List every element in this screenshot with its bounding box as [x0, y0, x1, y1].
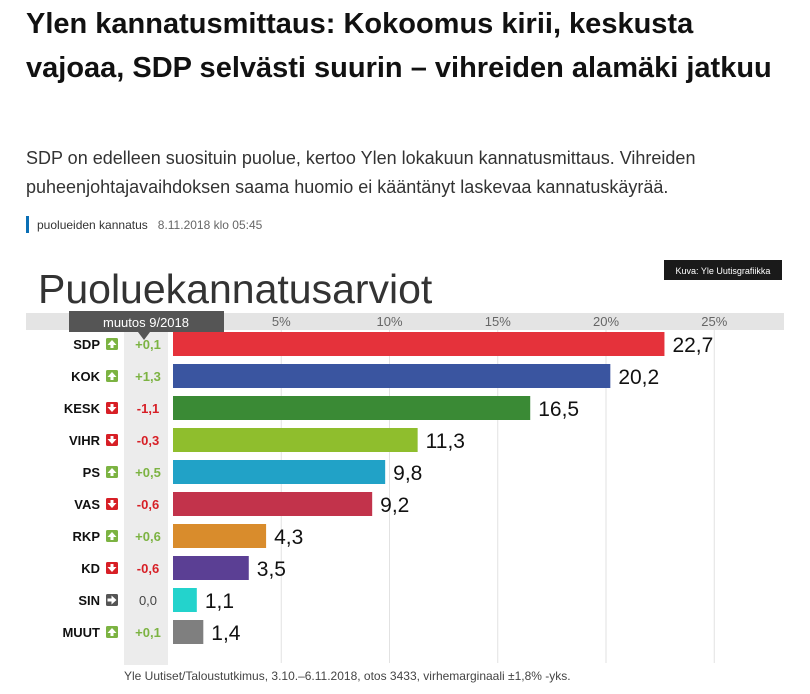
- value-label: 4,3: [274, 526, 303, 549]
- bar-sdp: [173, 332, 665, 356]
- category-label: VIHR: [69, 433, 101, 448]
- category-label: VAS: [74, 497, 100, 512]
- category-label: KD: [81, 561, 100, 576]
- change-arrow-glyph: [107, 468, 117, 476]
- bar-vihr: [173, 428, 418, 452]
- chart-title: Puoluekannatusarviot: [38, 266, 433, 312]
- value-label: 1,4: [211, 622, 241, 645]
- arrow-down-icon: [106, 402, 118, 414]
- change-header-background: [69, 311, 224, 332]
- bar-sin: [173, 588, 197, 612]
- credit-background: [664, 260, 782, 280]
- bar-row-rkp: RKP +0,6 4,3: [73, 524, 303, 549]
- change-value: +0,6: [135, 529, 161, 544]
- change-column-background: [124, 330, 168, 665]
- change-value: +1,3: [135, 369, 161, 384]
- category-label: SIN: [78, 593, 100, 608]
- bar-ps: [173, 460, 386, 484]
- arrow-up-icon: [106, 530, 118, 542]
- category-label: KOK: [71, 369, 101, 384]
- value-label: 3,5: [257, 558, 286, 581]
- x-tick-label-1: 5%: [272, 314, 291, 329]
- value-label: 1,1: [205, 590, 234, 613]
- party-support-chart: Puoluekannatusarviot Kuva: Yle Uutisgraf…: [26, 258, 784, 688]
- bar-row-muut: MUUT +0,1 1,4: [62, 620, 241, 645]
- bar-row-sin: SIN 0,0 1,1: [78, 588, 234, 613]
- x-tick-label-4: 20%: [593, 314, 619, 329]
- change-value: +0,1: [135, 337, 161, 352]
- bar-row-kd: KD -0,6 3,5: [81, 556, 286, 581]
- tag-marker: [26, 216, 29, 233]
- value-label: 20,2: [618, 366, 659, 389]
- image-credit: Kuva: Yle Uutisgrafiikka: [664, 260, 782, 280]
- bar-row-vas: VAS -0,6 9,2: [74, 492, 409, 517]
- change-value: -0,6: [137, 497, 159, 512]
- category-label: SDP: [73, 337, 100, 352]
- bar-muut: [173, 620, 204, 644]
- change-value: -0,6: [137, 561, 159, 576]
- topic-tag-link[interactable]: puolueiden kannatus: [37, 217, 148, 232]
- x-tick-label-3: 15%: [485, 314, 511, 329]
- arrow-right-icon: [106, 594, 118, 606]
- change-header-pointer: [138, 332, 150, 340]
- arrow-up-icon: [106, 466, 118, 478]
- bar-kesk: [173, 396, 531, 420]
- arrow-down-icon: [106, 562, 118, 574]
- change-arrow-glyph: [107, 532, 117, 540]
- bar-row-kok: KOK +1,3 20,2: [71, 364, 659, 389]
- change-arrow-glyph: [107, 564, 117, 572]
- bar-rows: SDP +0,1 22,7 KOK +1,3 20,2 KESK -1,1 16,5 VIHR -0…: [62, 332, 713, 645]
- arrow-up-icon: [106, 626, 118, 638]
- change-value: 0,0: [139, 593, 157, 608]
- x-tick-label-5: 25%: [701, 314, 727, 329]
- credit-text: Kuva: Yle Uutisgrafiikka: [676, 266, 771, 276]
- article-headline: Ylen kannatusmittaus: Kokoomus kirii, ke…: [26, 8, 772, 84]
- value-label: 16,5: [538, 398, 579, 421]
- change-arrow-glyph: [107, 404, 117, 412]
- category-label: MUUT: [62, 625, 100, 640]
- x-axis-ticks: 5% 10% 15% 20% 25%: [272, 314, 728, 329]
- change-header-label: muutos 9/2018: [103, 315, 189, 330]
- category-label: RKP: [73, 529, 101, 544]
- change-value: -1,1: [137, 401, 159, 416]
- bar-row-sdp: SDP +0,1 22,7: [73, 332, 713, 357]
- article-lead: SDP on edelleen suosituin puolue, kertoo…: [26, 148, 696, 197]
- change-header: muutos 9/2018: [69, 311, 224, 340]
- publish-date: 8.11.2018 klo 05:45: [157, 217, 263, 232]
- change-arrow-glyph: [107, 595, 117, 605]
- arrow-up-icon: [106, 338, 118, 350]
- bar-row-vihr: VIHR -0,3 11,3: [69, 428, 465, 453]
- change-value: +0,1: [135, 625, 161, 640]
- article-meta: puolueiden kannatus 8.11.2018 klo 05:45: [26, 216, 262, 233]
- chart-source: Yle Uutiset/Taloustutkimus, 3.10.–6.11.2…: [124, 669, 571, 683]
- change-value: -0,3: [137, 433, 159, 448]
- change-arrow-glyph: [107, 628, 117, 636]
- bar-kok: [173, 364, 611, 388]
- value-label: 22,7: [672, 334, 713, 357]
- change-arrow-glyph: [107, 372, 117, 380]
- bar-row-ps: PS +0,5 9,8: [83, 460, 422, 485]
- arrow-down-icon: [106, 434, 118, 446]
- value-label: 9,2: [380, 494, 409, 517]
- bar-rkp: [173, 524, 267, 548]
- bar-kd: [173, 556, 249, 580]
- arrow-up-icon: [106, 370, 118, 382]
- change-value: +0,5: [135, 465, 161, 480]
- value-label: 11,3: [426, 430, 465, 453]
- bar-row-kesk: KESK -1,1 16,5: [64, 396, 579, 421]
- arrow-down-icon: [106, 498, 118, 510]
- category-label: PS: [83, 465, 101, 480]
- change-arrow-glyph: [107, 340, 117, 348]
- bar-vas: [173, 492, 373, 516]
- change-arrow-glyph: [107, 436, 117, 444]
- change-arrow-glyph: [107, 500, 117, 508]
- x-tick-label-2: 10%: [376, 314, 402, 329]
- category-label: KESK: [64, 401, 101, 416]
- value-label: 9,8: [393, 462, 422, 485]
